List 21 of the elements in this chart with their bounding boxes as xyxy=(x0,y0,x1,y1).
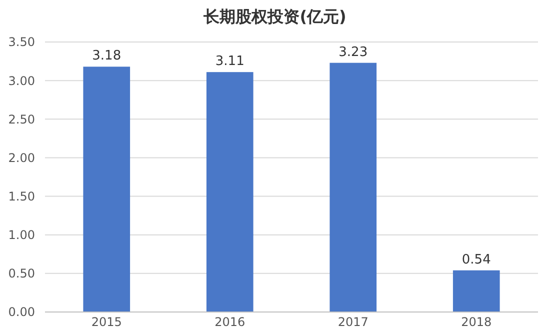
y-tick-label: 3.00 xyxy=(8,74,35,88)
y-tick-label: 0.50 xyxy=(8,266,35,281)
data-label: 3.18 xyxy=(92,48,122,64)
x-tick-label: 2018 xyxy=(461,315,492,329)
y-tick-label: 1.50 xyxy=(8,189,35,204)
bar xyxy=(330,62,377,312)
y-tick-label: 3.50 xyxy=(8,35,35,50)
bar xyxy=(206,72,254,312)
data-label: 3.11 xyxy=(215,54,244,70)
chart-title: 长期股权投资(亿元) xyxy=(202,7,346,26)
bar xyxy=(452,270,500,312)
y-tick-label: 2.00 xyxy=(8,150,35,165)
data-label: 3.23 xyxy=(338,44,368,60)
y-tick-label: 1.00 xyxy=(8,228,35,242)
x-tick-label: 2017 xyxy=(338,315,368,329)
x-tick-label: 2016 xyxy=(214,315,246,329)
data-label: 0.54 xyxy=(462,252,491,268)
bar xyxy=(83,66,130,312)
y-tick-label: 2.50 xyxy=(8,112,35,126)
x-tick-label: 2015 xyxy=(91,315,122,329)
y-tick-label: 0.00 xyxy=(8,305,35,320)
